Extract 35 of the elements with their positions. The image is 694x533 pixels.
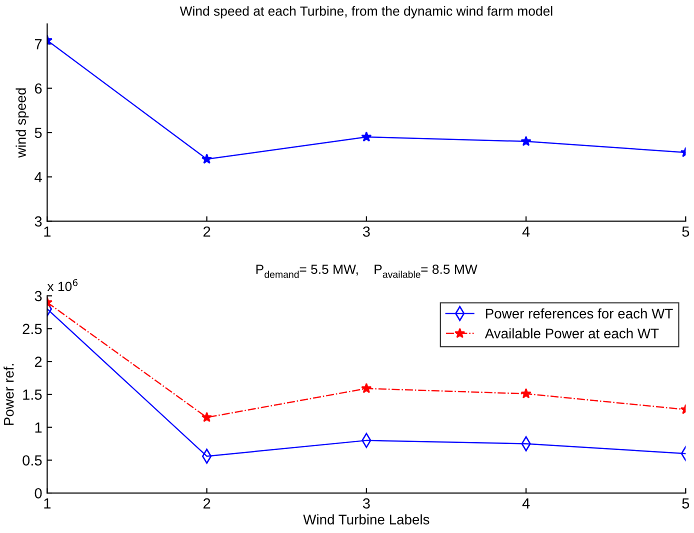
y-tick-label: 0.5 bbox=[22, 455, 42, 466]
point bbox=[201, 154, 212, 164]
point bbox=[520, 136, 532, 146]
point bbox=[201, 412, 212, 422]
y-axis-title: wind speed bbox=[16, 88, 29, 158]
y-tick-label: 0 bbox=[34, 488, 42, 498]
y-tick-label: 1 bbox=[35, 422, 42, 433]
legend-label: Available Power at each WT bbox=[484, 328, 659, 338]
chart-title: Wind speed at each Turbine, from the dynamic wind farm model bbox=[180, 6, 552, 18]
x-tick-label: 2 bbox=[203, 226, 210, 237]
x-tick-label: 5 bbox=[682, 498, 690, 509]
x-tick-label: 3 bbox=[362, 226, 370, 237]
x-tick-label: 2 bbox=[203, 498, 210, 508]
point bbox=[361, 131, 372, 142]
x-axis-title: Wind Turbine Labels bbox=[303, 514, 430, 524]
x-tick-label: 4 bbox=[522, 498, 530, 508]
y-tick-label: 4 bbox=[34, 172, 42, 182]
x-tick-label: 1 bbox=[44, 226, 51, 237]
point bbox=[520, 388, 532, 398]
y-tick-label: 3 bbox=[34, 290, 42, 302]
y-tick-label: 2 bbox=[34, 356, 42, 367]
y-tick-label: 7 bbox=[34, 39, 42, 50]
y-tick-label: 5 bbox=[34, 128, 42, 138]
legend-label: Power references for each WT bbox=[486, 308, 673, 319]
x-tick-label: 4 bbox=[522, 226, 530, 237]
x-tick-label: 1 bbox=[44, 498, 51, 508]
x-tick-label: 5 bbox=[682, 226, 690, 237]
y-tick-label: 2.5 bbox=[22, 324, 42, 334]
y-tick-label: 3 bbox=[34, 216, 42, 227]
y-axis-title: Power ref. bbox=[4, 364, 14, 425]
y-tick-label: 6 bbox=[34, 83, 42, 94]
point bbox=[361, 382, 372, 394]
y-tick-label: 1.5 bbox=[23, 390, 42, 400]
x-tick-label: 3 bbox=[362, 498, 370, 509]
text: x 10$^{6}$ bbox=[47, 279, 78, 292]
